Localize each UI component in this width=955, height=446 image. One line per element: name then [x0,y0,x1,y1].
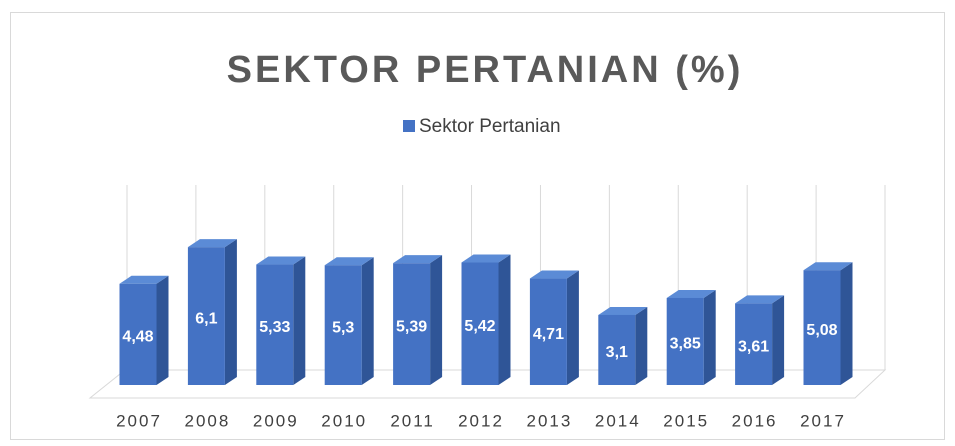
value-label: 6,1 [195,310,217,327]
bar-top [324,257,374,266]
bar-side [498,254,511,385]
x-tick-label: 2014 [595,411,641,430]
chart-title: SEKTOR PERTANIAN (%) [227,49,744,91]
value-label: 4,48 [122,329,153,346]
bar [803,270,841,385]
bar [461,262,499,385]
bar-side [156,275,169,385]
bar-side [224,239,237,385]
x-tick-label: 2012 [458,411,504,430]
value-label: 4,71 [533,326,564,343]
bar-side [772,295,785,385]
bar-side [635,306,648,385]
bar-top [803,262,853,271]
value-label: 5,3 [332,319,354,336]
bar-top [666,289,716,298]
bar [324,265,362,385]
bar-side [430,255,443,385]
value-label: 5,33 [259,319,290,336]
bar [529,278,567,385]
bar [256,264,294,385]
value-label: 5,08 [806,322,837,339]
legend-label: Sektor Pertanian [419,116,561,137]
bar-top [461,254,511,263]
bar-top [529,270,579,279]
bar-side [293,256,306,385]
legend-swatch [403,120,415,132]
value-label: 3,61 [738,338,769,355]
bar [187,247,225,385]
bar [666,297,704,385]
bar-top [256,256,306,265]
value-label: 5,42 [464,318,495,335]
value-label: 3,85 [670,336,701,353]
bar [393,263,431,385]
bar-top [119,275,169,284]
x-tick-label: 2010 [321,411,367,430]
x-tick-label: 2016 [732,411,778,430]
bar-side [566,270,579,385]
bar [598,314,636,385]
bar-side [361,257,374,385]
x-tick-label: 2015 [663,411,709,430]
bar [119,283,157,385]
value-label: 3,1 [606,344,628,361]
bar-top [393,255,443,264]
x-tick-label: 2011 [390,411,435,430]
bar-side [840,262,853,385]
bar-side [703,289,716,385]
bar [735,303,773,385]
x-tick-label: 2008 [184,411,230,430]
x-tick-label: 2007 [116,411,162,430]
x-tick-label: 2013 [526,411,572,430]
bar-top [598,306,648,315]
x-tick-label: 2017 [800,411,846,430]
x-tick-label: 2009 [253,411,299,430]
value-label: 5,39 [396,318,427,335]
bar-top [187,239,237,248]
bar-top [735,295,785,304]
